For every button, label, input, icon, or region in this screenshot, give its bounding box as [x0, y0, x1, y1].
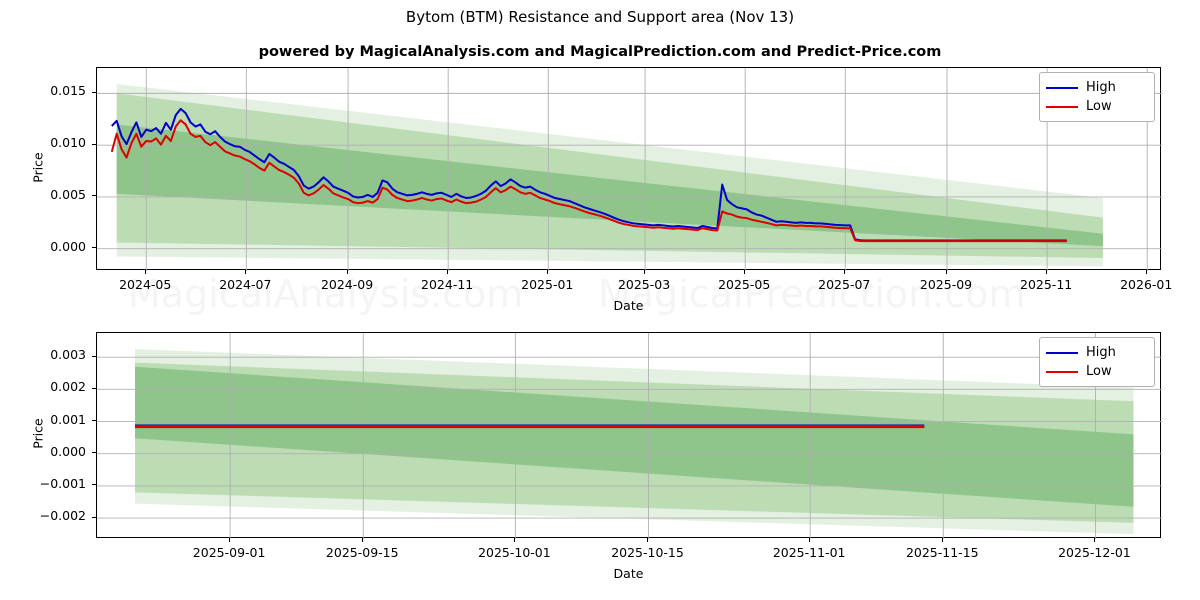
- y-axis-label: Price: [30, 418, 46, 449]
- x-tick-mark: [346, 270, 348, 274]
- x-tick-label: 2024-05: [119, 277, 172, 292]
- legend-swatch-high-icon: [1046, 86, 1078, 89]
- y-tick-label: 0.001: [50, 411, 86, 427]
- x-tick-label: 2025-05: [718, 277, 771, 292]
- y-tick-mark: [92, 91, 96, 93]
- x-tick-mark: [643, 270, 645, 274]
- y-tick-mark: [92, 195, 96, 197]
- x-tick-label: 2025-11: [1020, 277, 1073, 292]
- x-tick-label: 2025-10-15: [611, 545, 684, 560]
- x-axis-label: Date: [613, 298, 644, 313]
- y-tick-label: 0.003: [50, 347, 86, 363]
- y-tick-mark: [92, 420, 96, 422]
- x-tick-label: 2025-09-15: [325, 545, 399, 560]
- y-tick-label: 0.000: [50, 443, 86, 459]
- x-tick-label: 2026-01: [1120, 277, 1173, 292]
- x-tick-mark: [244, 270, 246, 274]
- plot-canvas: [97, 68, 1162, 271]
- legend-item-high[interactable]: High: [1046, 78, 1146, 97]
- legend-swatch-low-icon: [1046, 370, 1078, 373]
- x-tick-mark: [945, 270, 947, 274]
- x-tick-label: 2025-01: [521, 277, 574, 292]
- x-tick-mark: [647, 538, 649, 542]
- x-tick-mark: [513, 538, 515, 542]
- x-axis-label: Date: [613, 566, 644, 581]
- y-tick-mark: [92, 247, 96, 249]
- y-tick-label: 0.015: [50, 83, 86, 99]
- legend-swatch-low-icon: [1046, 105, 1078, 108]
- legend-label: Low: [1086, 99, 1112, 114]
- x-tick-mark: [843, 270, 845, 274]
- x-tick-label: 2024-07: [219, 277, 272, 292]
- y-tick-mark: [92, 452, 96, 454]
- legend[interactable]: High Low: [1039, 337, 1155, 387]
- x-tick-mark: [941, 538, 943, 542]
- x-tick-label: 2025-11-01: [772, 545, 846, 560]
- x-tick-label: 2025-10-01: [478, 545, 551, 560]
- x-tick-label: 2025-11-15: [905, 545, 979, 560]
- legend[interactable]: High Low: [1039, 72, 1155, 122]
- x-tick-mark: [808, 538, 810, 542]
- x-tick-label: 2025-09-01: [192, 545, 266, 560]
- y-tick-label: −0.001: [39, 475, 86, 491]
- y-tick-label: 0.010: [50, 135, 86, 151]
- x-tick-mark: [144, 270, 146, 274]
- legend-item-high[interactable]: High: [1046, 343, 1146, 362]
- chart-title: Bytom (BTM) Resistance and Support area …: [405, 8, 795, 26]
- x-tick-label: 2024-09: [320, 277, 374, 292]
- legend-label: High: [1086, 345, 1116, 360]
- y-axis-label: Price: [30, 151, 46, 183]
- chart-subtitle: powered by MagicalAnalysis.com and Magic…: [258, 44, 942, 60]
- x-tick-mark: [361, 538, 363, 542]
- series-line-low: [110, 119, 1067, 243]
- legend-item-low[interactable]: Low: [1046, 97, 1146, 116]
- legend-label: High: [1086, 80, 1116, 95]
- legend-label: Low: [1086, 364, 1112, 379]
- x-tick-label: 2025-03: [617, 277, 671, 292]
- y-tick-mark: [92, 387, 96, 389]
- plot-area: [96, 332, 1162, 539]
- x-tick-mark: [1045, 270, 1047, 274]
- band-inner-resistance-support: [135, 366, 1134, 507]
- y-tick-mark: [92, 143, 96, 145]
- y-tick-label: 0.005: [50, 186, 86, 202]
- x-tick-mark: [1145, 270, 1147, 274]
- plot-area: [96, 67, 1162, 271]
- x-tick-label: 2024-11: [421, 277, 474, 292]
- band-inner-resistance-support: [116, 124, 1103, 247]
- x-tick-mark: [546, 270, 548, 274]
- x-tick-mark: [228, 538, 230, 542]
- x-tick-label: 2025-07: [818, 277, 871, 292]
- x-tick-label: 2025-09: [919, 277, 973, 292]
- series-line-high: [111, 107, 1067, 242]
- y-tick-mark: [92, 484, 96, 486]
- y-tick-label: −0.002: [39, 508, 86, 524]
- y-tick-label: 0.000: [50, 238, 86, 254]
- x-tick-label: 2025-12-01: [1058, 545, 1131, 560]
- legend-item-low[interactable]: Low: [1046, 362, 1146, 381]
- x-tick-mark: [743, 270, 745, 274]
- x-tick-mark: [1093, 538, 1095, 542]
- legend-swatch-high-icon: [1046, 351, 1078, 354]
- plot-canvas: [97, 333, 1162, 539]
- x-tick-mark: [446, 270, 448, 274]
- y-tick-mark: [92, 516, 96, 518]
- y-tick-mark: [92, 355, 96, 357]
- y-tick-label: 0.002: [50, 379, 86, 395]
